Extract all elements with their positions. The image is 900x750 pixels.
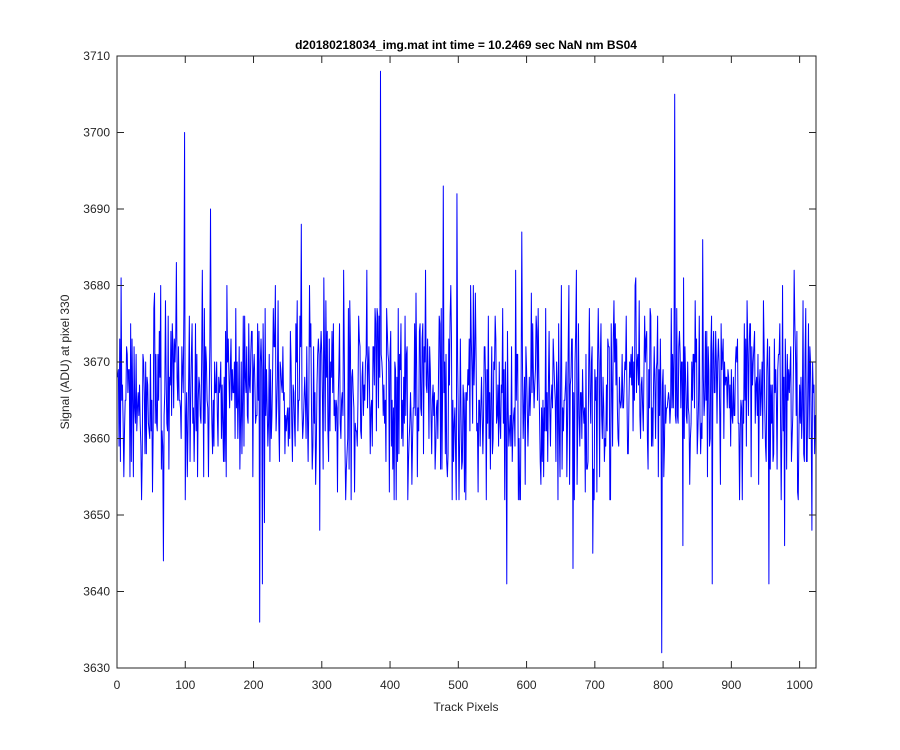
y-tick-label: 3710 (83, 49, 110, 63)
y-tick-label: 3690 (83, 202, 110, 216)
x-axis: 0 100 200 300 400 500 600 700 800 900 1000 (114, 56, 813, 692)
y-tick-label: 3630 (83, 661, 110, 675)
plot-area (116, 55, 817, 669)
y-tick-label: 3670 (83, 355, 110, 369)
x-tick-label: 700 (585, 678, 605, 692)
x-tick-label: 200 (244, 678, 264, 692)
y-tick-label: 3640 (83, 585, 110, 599)
signal-series-line (117, 70, 817, 654)
y-tick-label: 3680 (83, 279, 110, 293)
chart-title: d20180218034_img.mat int time = 10.2469 … (295, 38, 637, 52)
y-tick-label: 3660 (83, 432, 110, 446)
x-tick-label: 300 (312, 678, 332, 692)
y-axis-label: Signal (ADU) at pixel 330 (58, 294, 72, 429)
x-tick-label: 800 (653, 678, 673, 692)
x-tick-label: 1000 (786, 678, 813, 692)
x-tick-label: 100 (175, 678, 195, 692)
y-tick-label: 3700 (83, 126, 110, 140)
x-axis-label: Track Pixels (434, 700, 499, 714)
x-tick-label: 0 (114, 678, 121, 692)
y-tick-label: 3650 (83, 508, 110, 522)
x-tick-label: 900 (721, 678, 741, 692)
x-tick-label: 600 (517, 678, 537, 692)
x-tick-label: 500 (448, 678, 468, 692)
x-tick-label: 400 (380, 678, 400, 692)
y-axis: 3630 3640 3650 3660 3670 3680 3690 3700 3710 (83, 49, 816, 675)
